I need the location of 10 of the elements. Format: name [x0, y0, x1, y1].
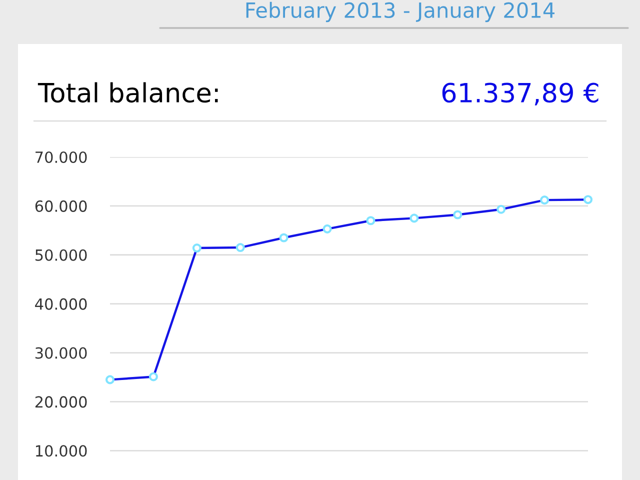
- y-tick-label: 50.000: [36, 249, 87, 261]
- y-tick-label: 10.000: [36, 445, 87, 457]
- y-tick-label: 30.000: [35, 347, 87, 359]
- y-tick-label: 70.000: [36, 151, 87, 164]
- y-tick-label: 40.000: [35, 298, 87, 310]
- text: 61.337,89 €: [442, 82, 598, 106]
- y-tick-label: 60.000: [35, 200, 87, 212]
- chart-title: Total balance:: [38, 82, 218, 103]
- y-tick-label: 20.000: [35, 396, 87, 408]
- chart-subtitle: February 2013 - January 2014: [246, 2, 554, 22]
